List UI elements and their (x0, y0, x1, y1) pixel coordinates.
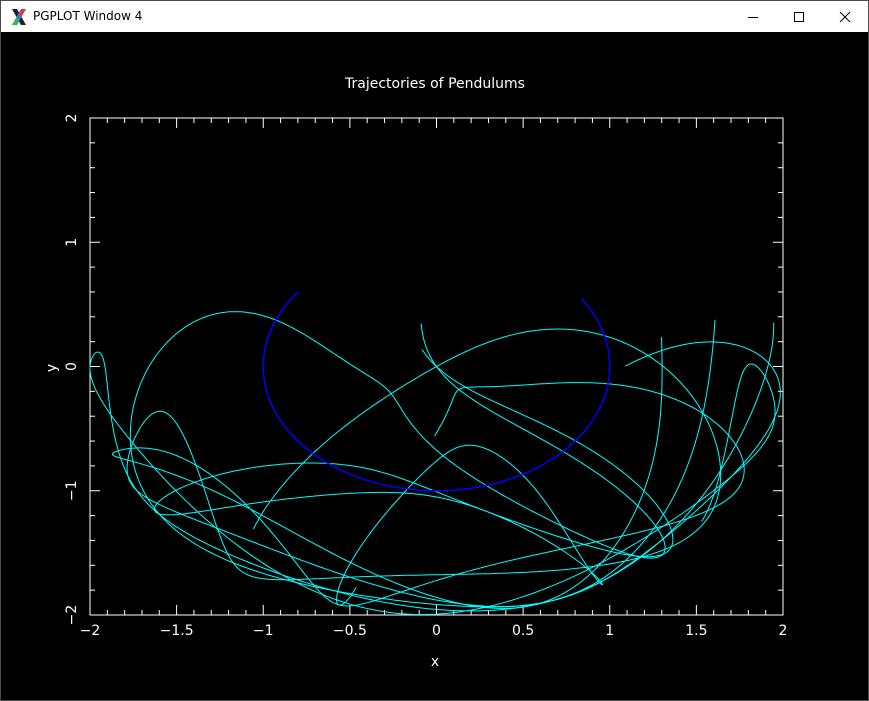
plot-frame: −2 −1.5 −1 −0.5 0 0.5 1 1.5 2 −2 −1 0 1 2 (64, 114, 787, 639)
minimize-icon (748, 16, 758, 18)
plot-area: Trajectories of Pendulums −2 −1.5 −1 −0.5 0 0… (44, 76, 787, 670)
trajectory-line (153, 349, 674, 606)
close-button[interactable] (822, 1, 868, 32)
y-tick-label: 1 (64, 238, 80, 247)
trajectory-line (129, 311, 781, 608)
close-icon (839, 11, 851, 22)
window-title: PGPLOT Window 4 (33, 9, 143, 23)
y-tick-label: 2 (64, 114, 80, 123)
title-bar[interactable]: PGPLOT Window 4 (1, 1, 868, 32)
y-tick-label: 0 (64, 362, 80, 371)
maximize-icon (794, 11, 804, 22)
x-tick-label: −0.5 (333, 623, 367, 639)
maximize-button[interactable] (776, 1, 822, 32)
chart-title: Trajectories of Pendulums (344, 76, 525, 92)
trajectory-line (126, 319, 722, 608)
x-tick-label: 0 (432, 623, 441, 639)
trajectory-line (111, 337, 745, 609)
minimize-button[interactable] (730, 1, 776, 32)
x-tick-label: 0.5 (512, 623, 534, 639)
y-axis-label: y (44, 364, 60, 372)
x-tick-label: −1 (253, 623, 274, 639)
y-tick-label: −1 (64, 480, 80, 501)
y-tick-label: −2 (64, 605, 80, 626)
trajectory-line (89, 322, 776, 615)
x-tick-label: 2 (779, 623, 788, 639)
x-tick-label: 1.5 (685, 623, 707, 639)
x-tick-label: 1 (605, 623, 614, 639)
pendulum-circle-arc (262, 291, 611, 492)
x-tick-label: −2 (80, 623, 101, 639)
x-tick-label: −1.5 (160, 623, 194, 639)
x-axis-label: x (431, 654, 439, 670)
x11-icon (12, 9, 26, 25)
trajectories (89, 311, 781, 615)
